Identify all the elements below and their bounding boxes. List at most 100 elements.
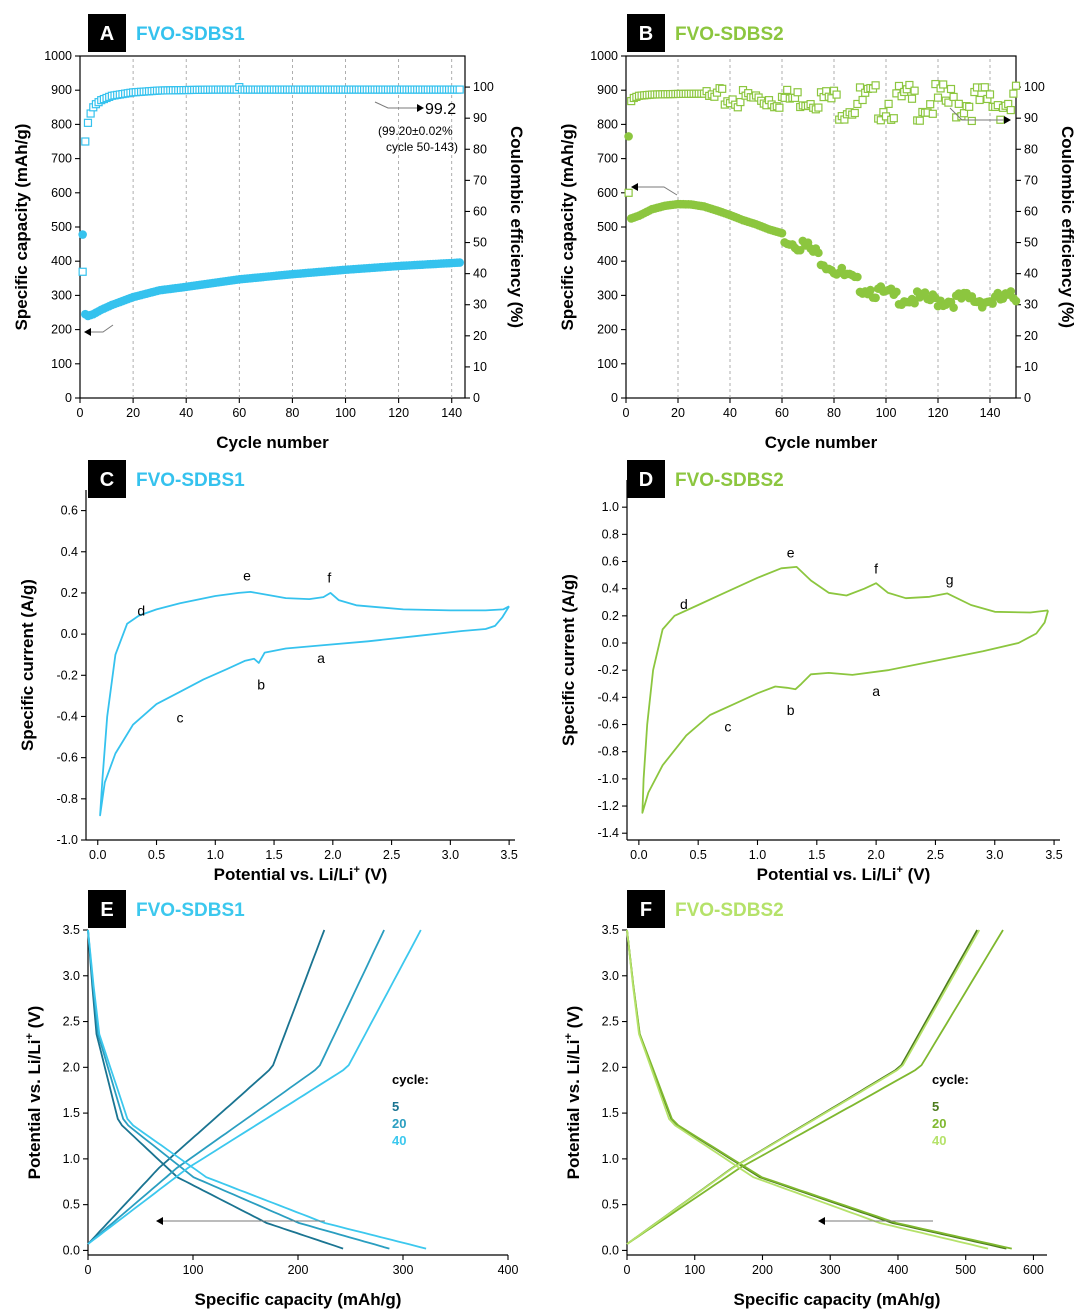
x-axis-label-sup: +	[896, 864, 902, 876]
efficiency-point	[910, 86, 919, 95]
panel-title: FVO-SDBS1	[136, 470, 245, 491]
efficiency-point	[775, 103, 784, 112]
panel-A: 0 20 40 60 80 100 120 1400100200300400500600700…	[12, 14, 526, 452]
y-tick-label: -0.6	[597, 718, 619, 732]
y2-tick-label: 40	[1024, 267, 1038, 281]
efficiency-point	[933, 93, 943, 102]
y-tick-label: 2.0	[63, 1060, 80, 1074]
efficiency-value: 99.2	[425, 101, 456, 118]
efficiency-point	[946, 84, 956, 94]
x-axis-label-unit: (V)	[903, 865, 930, 884]
capacity-point	[837, 263, 847, 273]
plot-frame	[625, 55, 1017, 399]
charge-curve-cycle-5	[626, 929, 978, 1245]
panel-letter: F	[640, 899, 652, 921]
efficiency-arrow-line	[374, 101, 418, 109]
panel-badge	[88, 890, 126, 928]
y-axis-label: Specific capacity (mAh/g)	[12, 124, 31, 331]
charge-curve-cycle-40	[87, 929, 422, 1245]
x-tick-label: 20	[671, 406, 685, 420]
panel-letter: E	[100, 899, 113, 921]
panel-badge	[627, 14, 665, 52]
x-tick-label: 1.0	[749, 848, 766, 862]
y-tick-label: -1.2	[597, 799, 619, 813]
capacity-point	[892, 287, 901, 297]
efficiency-point	[793, 88, 802, 97]
y-tick-label: -0.2	[56, 668, 78, 682]
x-tick-label: 140	[980, 406, 1001, 420]
y-tick-label: 100	[51, 357, 72, 371]
efficiency-point	[832, 90, 841, 99]
y-tick-label: 1000	[44, 49, 72, 63]
y2-tick-label: 10	[1024, 360, 1038, 374]
efficiency-point	[949, 92, 958, 102]
x-tick-label: 100	[335, 406, 356, 420]
y2-tick-label: 40	[473, 267, 487, 281]
efficiency-point	[954, 99, 963, 108]
efficiency-arrow-line	[949, 107, 1004, 121]
y-tick-label: -0.6	[56, 751, 78, 765]
y2-tick-label: 50	[1024, 236, 1038, 250]
capacity-point	[988, 299, 997, 308]
efficiency-point	[905, 80, 914, 90]
x-tick-label: 40	[179, 406, 193, 420]
y2-tick-label: 70	[1024, 173, 1038, 187]
efficiency-point	[871, 81, 880, 90]
y-tick-label: 500	[51, 220, 72, 234]
efficiency-note-1: (99.20±0.02%	[378, 124, 453, 138]
y-tick-label: 700	[51, 152, 72, 166]
y-tick-label: 1.5	[602, 1106, 619, 1120]
x-tick-label: 500	[955, 1263, 976, 1277]
capacity-point	[1011, 296, 1021, 306]
y2-tick-label: 100	[1024, 80, 1045, 94]
x-tick-label: 120	[928, 406, 949, 420]
charge-curve-cycle-20	[626, 929, 1004, 1245]
x-tick-label: 120	[388, 406, 409, 420]
x-tick-label: 80	[827, 406, 841, 420]
y2-tick-label: 20	[1024, 329, 1038, 343]
charge-curve-cycle-40	[626, 929, 981, 1245]
x-tick-label: 200	[288, 1263, 309, 1277]
x-tick-label: 300	[393, 1263, 414, 1277]
y-tick-label: 0.2	[61, 586, 78, 600]
efficiency-point	[965, 102, 974, 111]
capacity-point	[910, 298, 919, 308]
panel-badge	[88, 460, 126, 498]
efficiency-point	[926, 100, 935, 109]
y2-tick-label: 90	[473, 111, 487, 125]
panel-letter: D	[639, 469, 653, 491]
panel-C: 0.0 0.5 1.0 1.5 2.0 2.5 3.0 3.5 -1.0 -0.8 -0.6 -0.4…	[18, 460, 518, 884]
efficiency-point	[907, 94, 917, 103]
x-tick-label: 100	[684, 1263, 705, 1277]
x-tick-label: 0	[77, 406, 84, 420]
legend-item-40: 40	[392, 1133, 406, 1148]
y2-tick-label: 0	[473, 391, 480, 405]
efficiency-point	[83, 118, 93, 127]
x-tick-label: 0.0	[630, 848, 647, 862]
peak-label: c	[177, 710, 184, 726]
panel-letter: B	[639, 23, 653, 45]
y-axis-label: Specific capacity (mAh/g)	[558, 124, 577, 331]
x-axis-label-main: Potential vs. Li/Li	[214, 865, 354, 884]
x-tick-label: 3.5	[1045, 848, 1062, 862]
y-tick-label: -0.8	[597, 745, 619, 759]
x-tick-label: 100	[183, 1263, 204, 1277]
y-tick-label: 3.0	[63, 969, 80, 983]
panel-title: FVO-SDBS2	[675, 900, 784, 921]
y-axis-label-main: Potential vs. Li/Li	[564, 1040, 583, 1180]
y-tick-label: 100	[597, 357, 618, 371]
capacity-point	[624, 132, 633, 141]
efficiency-point	[915, 116, 924, 125]
x-tick-label: 20	[126, 406, 140, 420]
y2-tick-label: 60	[473, 204, 487, 218]
arrowhead	[417, 104, 424, 112]
peak-label: f	[874, 561, 878, 577]
y-tick-label: 0.6	[602, 555, 619, 569]
capacity-arrow-line	[633, 186, 678, 196]
y-tick-label: -0.4	[597, 690, 619, 704]
peak-label: d	[680, 596, 688, 612]
y-axis-label: Potential vs. Li/Li+ (V)	[563, 1006, 583, 1180]
peak-label: b	[787, 702, 795, 718]
x-tick-label: 0.5	[689, 848, 706, 862]
x-axis-label: Cycle number	[216, 433, 329, 452]
